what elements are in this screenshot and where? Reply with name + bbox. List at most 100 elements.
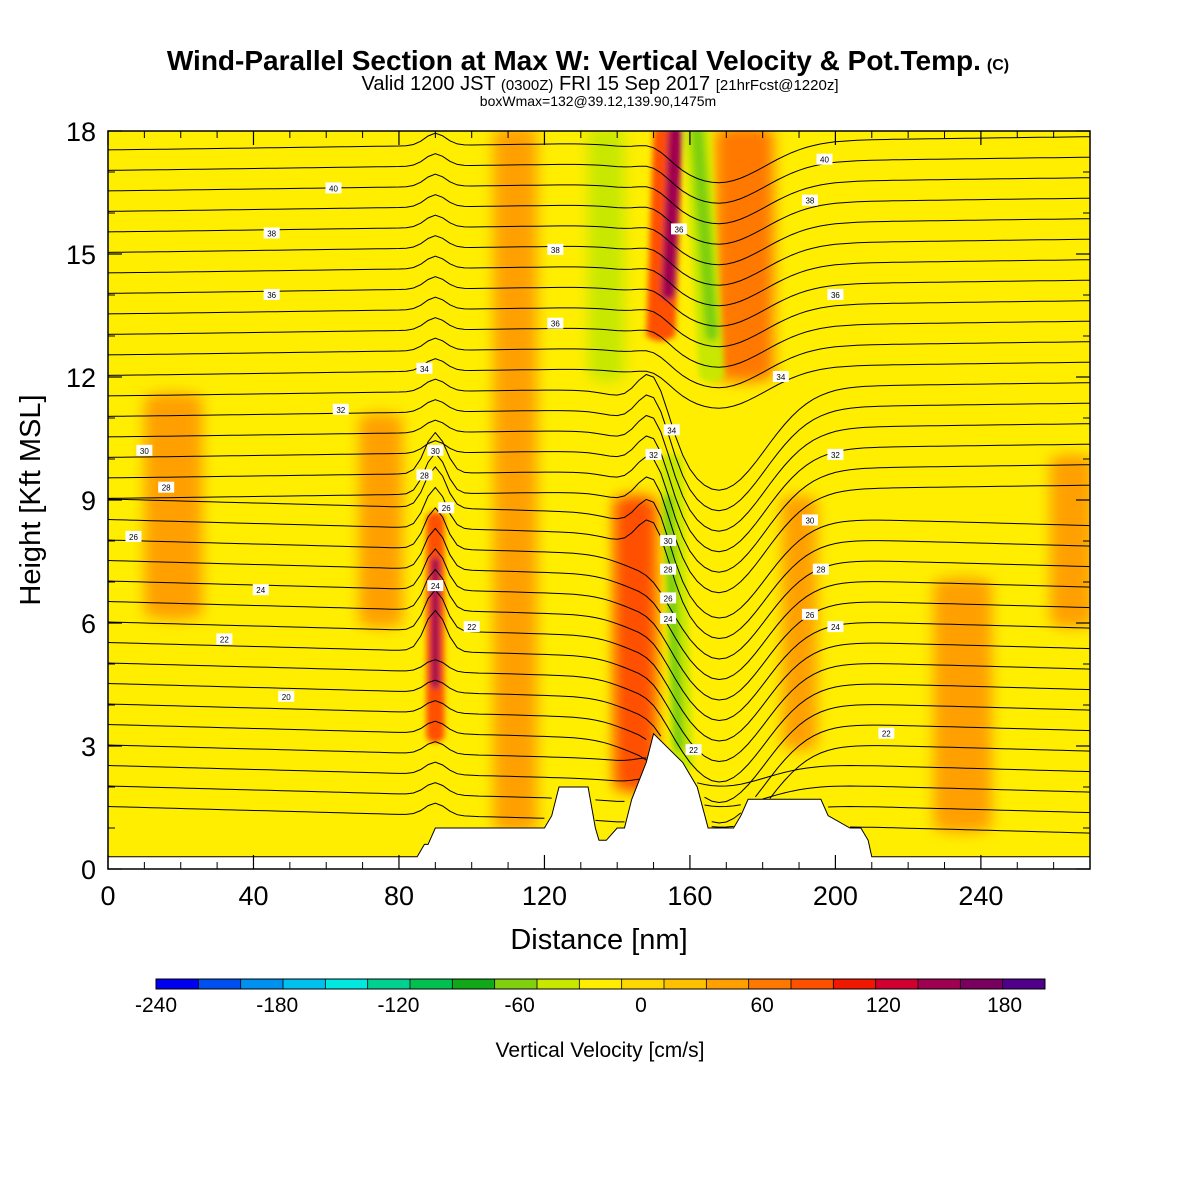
x-tick-label: 120 bbox=[522, 881, 567, 911]
x-tick-label: 160 bbox=[667, 881, 712, 911]
contour-label-text: 34 bbox=[667, 426, 676, 435]
contour-label: 22 bbox=[463, 621, 480, 633]
theta-contour bbox=[108, 679, 1090, 804]
contour-label: 34 bbox=[663, 424, 680, 436]
theta-contour bbox=[108, 132, 1090, 184]
contour-label-bg bbox=[816, 153, 833, 165]
contour-label: 26 bbox=[125, 530, 142, 542]
contour-label-text: 38 bbox=[267, 230, 276, 239]
colorbar-tick-label: -120 bbox=[377, 994, 419, 1017]
y-tick-label: 0 bbox=[81, 855, 96, 885]
colorbar-swatch bbox=[791, 979, 834, 989]
theta-contour bbox=[108, 761, 1090, 808]
colorbar-swatch bbox=[410, 979, 453, 989]
contour-label: 36 bbox=[827, 289, 844, 300]
contour-label-text: 30 bbox=[664, 537, 673, 546]
contour-label-bg bbox=[263, 289, 280, 300]
x-tick-label: 80 bbox=[384, 881, 414, 911]
contour-label-bg bbox=[645, 448, 662, 460]
contour-label-bg bbox=[325, 182, 342, 194]
contour-label-bg bbox=[663, 424, 680, 436]
updraft-peak-upper bbox=[660, 131, 683, 300]
contour-label: 22 bbox=[685, 744, 702, 756]
contour-label: 20 bbox=[278, 690, 295, 702]
contour-label: 26 bbox=[438, 502, 455, 514]
weak-downdraft bbox=[566, 372, 596, 833]
contour-label-bg bbox=[660, 592, 677, 604]
weak-updraft bbox=[493, 131, 538, 833]
theta-contour bbox=[108, 589, 1090, 742]
contour-label-bg bbox=[416, 362, 433, 374]
contour-label: 34 bbox=[416, 362, 433, 374]
contour-label-bg bbox=[685, 744, 702, 756]
contour-label: 32 bbox=[645, 448, 662, 460]
contour-label-text: 36 bbox=[675, 225, 684, 234]
contour-label: 38 bbox=[801, 194, 818, 206]
contour-label: 24 bbox=[252, 584, 269, 596]
theta-contour bbox=[108, 609, 1090, 763]
colorbar-swatch bbox=[706, 979, 750, 989]
theta-contour bbox=[108, 235, 1090, 286]
colorbar-swatch bbox=[875, 979, 919, 989]
contour-label: 24 bbox=[660, 612, 677, 624]
theta-contour bbox=[108, 486, 1090, 640]
theta-contour bbox=[108, 741, 1090, 787]
theta-contour bbox=[108, 700, 1090, 824]
theta-contour bbox=[108, 802, 1090, 834]
contour-label-bg bbox=[427, 444, 444, 456]
colorbar-tick-label: -240 bbox=[135, 994, 177, 1017]
contour-label-text: 38 bbox=[805, 197, 814, 206]
x-tick-label: 40 bbox=[238, 881, 268, 911]
colorbar-swatch bbox=[1002, 979, 1046, 989]
contour-label-bg bbox=[463, 621, 480, 633]
contour-label-text: 22 bbox=[882, 730, 891, 739]
contour-label-bg bbox=[801, 514, 818, 526]
x-tick-label: 200 bbox=[813, 881, 858, 911]
y-tick-label: 6 bbox=[81, 609, 96, 639]
contour-label-text: 22 bbox=[689, 746, 698, 755]
contour-label-bg bbox=[438, 502, 455, 514]
contour-label: 28 bbox=[416, 469, 433, 481]
contour-label-text: 32 bbox=[831, 451, 840, 460]
contour-label: 24 bbox=[827, 621, 844, 633]
colorbar-swatch bbox=[494, 979, 538, 989]
downdraft-upper bbox=[588, 131, 625, 382]
contour-label-text: 20 bbox=[282, 693, 291, 702]
colorbar-swatch bbox=[283, 979, 326, 989]
contour-label: 28 bbox=[158, 481, 175, 493]
contour-label-text: 30 bbox=[805, 517, 814, 526]
title-badge: (C) bbox=[987, 57, 1009, 74]
theta-contour bbox=[108, 527, 1090, 681]
colorbar-swatch bbox=[579, 979, 623, 989]
colorbar: -240 -180 -120 -60 0 60 120 180 bbox=[135, 978, 1046, 1017]
contour-label: 30 bbox=[660, 535, 677, 546]
contour-label: 40 bbox=[325, 182, 342, 194]
colorbar-swatch bbox=[156, 979, 199, 989]
colorbar-swatch bbox=[367, 979, 411, 989]
contour-label-text: 28 bbox=[664, 566, 673, 575]
colorbar-swatch bbox=[664, 979, 707, 989]
x-axis-label: Distance [nm] bbox=[510, 924, 687, 956]
contour-label-bg bbox=[801, 194, 818, 206]
colorbar-swatch bbox=[918, 979, 961, 989]
contour-label-text: 40 bbox=[329, 184, 338, 193]
contour-label-bg bbox=[427, 580, 444, 592]
theta-contour bbox=[108, 507, 1090, 660]
contour-label-bg bbox=[125, 530, 142, 542]
plot-area: 40 38 36 34 32 30 28 26 24 22 20 30 28 26 24 22 38 36 36 34… bbox=[108, 131, 1090, 869]
contour-label-text: 22 bbox=[467, 623, 476, 632]
contour-label-bg bbox=[660, 563, 677, 575]
colorbar-swatch bbox=[325, 979, 369, 989]
contour-label: 34 bbox=[772, 371, 789, 382]
theta-contour bbox=[108, 659, 1090, 783]
theta-contour bbox=[108, 337, 1090, 389]
theta-contour bbox=[108, 194, 1090, 245]
contour-label-bg bbox=[136, 444, 153, 456]
contour-label-bg bbox=[216, 633, 233, 645]
contour-label-text: 36 bbox=[551, 320, 560, 329]
contour-label-bg bbox=[671, 223, 688, 235]
theta-contour bbox=[108, 317, 1090, 368]
contour-label-text: 30 bbox=[140, 447, 149, 456]
contour-label-bg bbox=[827, 448, 844, 460]
